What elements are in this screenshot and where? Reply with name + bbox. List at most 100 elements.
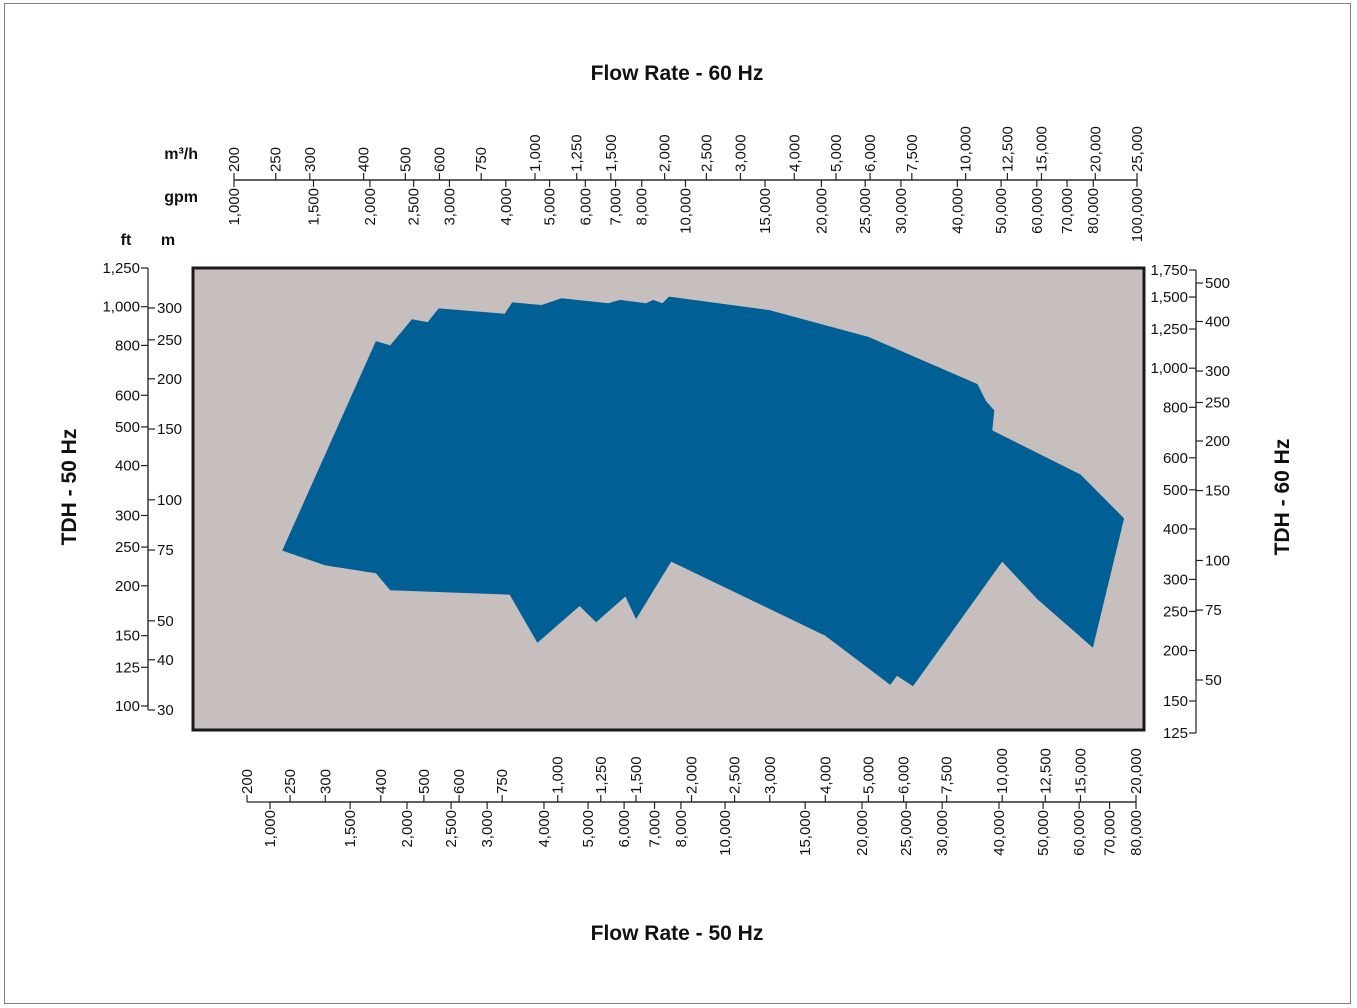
- right_m-tick-label-6: 300: [1205, 363, 1230, 380]
- right_ft-tick-label-7: 600: [1163, 450, 1188, 467]
- left_m-tick-label-4: 100: [157, 492, 182, 509]
- top_gpm-tick-label-9: 8,000: [634, 188, 651, 226]
- bottom_m3h-tick-label-18: 12,500: [1037, 748, 1054, 794]
- bottom_gpm-tick-label-14: 30,000: [934, 810, 951, 856]
- top_gpm-tick-label-11: 15,000: [757, 188, 774, 234]
- bottom_gpm-tick-label-9: 8,000: [673, 810, 690, 848]
- bottom_m3h-tick-label-20: 20,000: [1128, 748, 1145, 794]
- left_ft-tick-label-3: 200: [115, 578, 140, 595]
- right_m-tick-label-0: 50: [1205, 672, 1222, 689]
- left_ft-tick-label-9: 800: [115, 337, 140, 354]
- top_m3h-tick-label-6: 750: [473, 147, 490, 172]
- top_m3h-tick-label-0: 200: [226, 147, 243, 172]
- bottom_m3h-tick-label-10: 2,000: [684, 756, 701, 794]
- top_m3h-tick-label-19: 15,000: [1033, 126, 1050, 172]
- bottom_m3h-tick-label-12: 3,000: [762, 756, 779, 794]
- top_gpm-tick-label-4: 3,000: [441, 188, 458, 226]
- top_gpm-tick-label-3: 2,500: [406, 188, 423, 226]
- top_m3h-tick-label-10: 2,000: [657, 134, 674, 172]
- top_m3h-tick-label-2: 300: [302, 147, 319, 172]
- top_gpm-tick-label-5: 4,000: [498, 188, 515, 226]
- left_ft-tick-label-7: 500: [115, 419, 140, 436]
- right_ft-tick-label-0: 125: [1163, 725, 1188, 742]
- bottom_m3h-tick-label-8: 1,250: [593, 756, 610, 794]
- bottom_gpm-tick-label-2: 2,000: [399, 810, 416, 848]
- top_gpm-tick-label-15: 40,000: [949, 188, 966, 234]
- top_m3h-tick-label-14: 5,000: [828, 134, 845, 172]
- right_m-tick-label-4: 200: [1205, 433, 1230, 450]
- top_gpm-tick-label-2: 2,000: [362, 188, 379, 226]
- left_m-tick-label-1: 40: [157, 652, 174, 669]
- left_ft-tick-label-2: 150: [115, 628, 140, 645]
- bottom_m3h-tick-label-4: 500: [416, 769, 433, 794]
- top_gpm-tick-label-16: 50,000: [993, 188, 1010, 234]
- left_m-tick-label-2: 50: [157, 613, 174, 630]
- right_m-tick-label-8: 500: [1205, 275, 1230, 292]
- right_ft-tick-label-11: 1,500: [1150, 289, 1188, 306]
- right_m-tick-label-2: 100: [1205, 552, 1230, 569]
- right_ft-tick-label-1: 150: [1163, 693, 1188, 710]
- bottom_gpm-tick-label-1: 1,500: [342, 810, 359, 848]
- bottom_m3h-tick-label-0: 200: [239, 769, 256, 794]
- left_ft-tick-label-10: 1,000: [102, 299, 140, 316]
- top_m3h-tick-label-5: 600: [431, 147, 448, 172]
- bottom_m3h-tick-label-3: 400: [373, 769, 390, 794]
- right_m-tick-label-3: 150: [1205, 483, 1230, 500]
- title-top: Flow Rate - 60 Hz: [591, 62, 764, 85]
- top_m3h-tick-label-20: 20,000: [1087, 126, 1104, 172]
- bottom_gpm-tick-label-4: 3,000: [479, 810, 496, 848]
- top_gpm-tick-label-17: 60,000: [1029, 188, 1046, 234]
- bottom_m3h-tick-label-13: 4,000: [817, 756, 834, 794]
- bottom_m3h-tick-label-15: 6,000: [896, 756, 913, 794]
- top_m3h-tick-label-21: 25,000: [1129, 126, 1146, 172]
- left_m-tick-label-3: 75: [157, 542, 174, 559]
- unit-m: m: [161, 232, 175, 249]
- top_m3h-tick-label-8: 1,250: [569, 134, 586, 172]
- right_ft-tick-label-12: 1,750: [1150, 262, 1188, 279]
- left_m-tick-label-7: 250: [157, 332, 182, 349]
- top_gpm-tick-label-12: 20,000: [813, 188, 830, 234]
- right_ft-tick-label-2: 200: [1163, 643, 1188, 660]
- top_gpm-tick-label-7: 6,000: [577, 188, 594, 226]
- bottom_gpm-tick-label-7: 6,000: [616, 810, 633, 848]
- bottom_m3h-tick-label-1: 250: [282, 769, 299, 794]
- right_ft-tick-label-3: 250: [1163, 603, 1188, 620]
- bottom_gpm-tick-label-6: 5,000: [580, 810, 597, 848]
- left_m-tick-label-5: 150: [157, 421, 182, 438]
- bottom_m3h-tick-label-19: 15,000: [1072, 748, 1089, 794]
- top_m3h-tick-label-16: 7,500: [904, 134, 921, 172]
- title-left: TDH - 50 Hz: [58, 429, 81, 546]
- bottom_m3h-tick-label-7: 1,000: [550, 756, 567, 794]
- left_ft-tick-label-0: 100: [115, 698, 140, 715]
- top_gpm-tick-label-20: 100,000: [1129, 188, 1146, 242]
- top_gpm-tick-label-14: 30,000: [893, 188, 910, 234]
- chart-frame: [4, 3, 1351, 1004]
- title-bottom: Flow Rate - 50 Hz: [591, 922, 764, 945]
- top_m3h-tick-label-11: 2,500: [698, 134, 715, 172]
- left_m-tick-label-0: 30: [157, 702, 174, 719]
- top_m3h-tick-label-1: 250: [268, 147, 285, 172]
- unit-m3h: m³/h: [164, 146, 198, 163]
- left_ft-tick-label-6: 400: [115, 458, 140, 475]
- bottom_gpm-tick-label-8: 7,000: [647, 810, 664, 848]
- top_m3h-tick-label-13: 4,000: [786, 134, 803, 172]
- bottom_gpm-tick-label-15: 40,000: [991, 810, 1008, 856]
- title-right: TDH - 60 Hz: [1271, 439, 1294, 556]
- top_gpm-tick-label-6: 5,000: [542, 188, 559, 226]
- bottom_m3h-tick-label-14: 5,000: [860, 756, 877, 794]
- right_ft-tick-label-4: 300: [1163, 571, 1188, 588]
- bottom_gpm-tick-label-18: 70,000: [1102, 810, 1119, 856]
- unit-ft: ft: [121, 232, 132, 249]
- top_gpm-tick-label-10: 10,000: [678, 188, 695, 234]
- bottom_m3h-tick-label-17: 10,000: [994, 748, 1011, 794]
- unit-gpm: gpm: [164, 189, 198, 206]
- top_m3h-tick-label-18: 12,500: [999, 126, 1016, 172]
- bottom_m3h-tick-label-16: 7,500: [939, 756, 956, 794]
- top_gpm-tick-label-19: 80,000: [1085, 188, 1102, 234]
- bottom_gpm-tick-label-3: 2,500: [443, 810, 460, 848]
- bottom_gpm-tick-label-11: 15,000: [797, 810, 814, 856]
- axes-group: 200 250 300 400 500 600 750 1,000 1,250 1,500 2,00…: [102, 126, 1230, 856]
- left_ft-tick-label-1: 125: [115, 659, 140, 676]
- bottom_gpm-tick-label-16: 50,000: [1035, 810, 1052, 856]
